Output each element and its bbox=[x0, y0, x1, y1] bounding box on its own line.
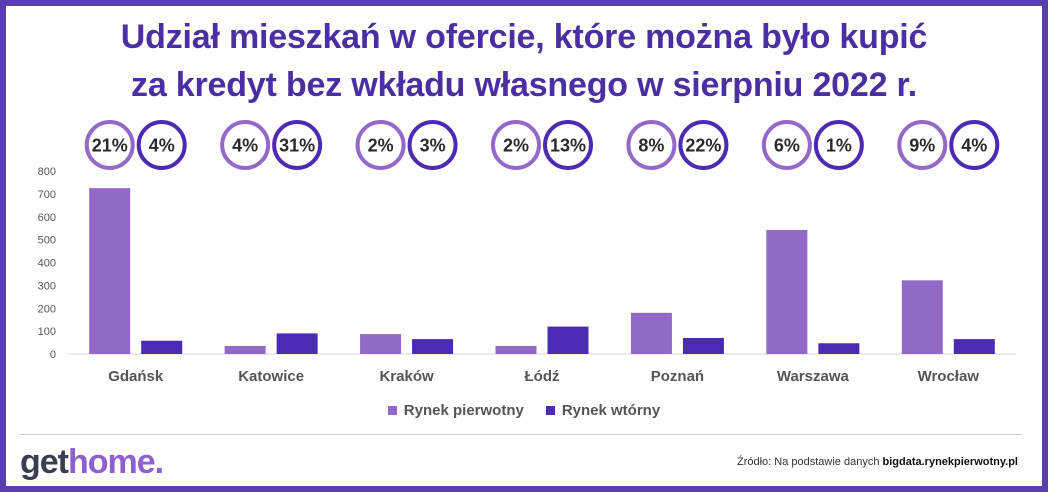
percent-badge-label: 13% bbox=[550, 136, 586, 156]
percent-badge-label: 4% bbox=[149, 136, 175, 156]
percent-badge-circle bbox=[136, 120, 187, 170]
percent-badge-circle bbox=[84, 120, 135, 170]
chart-title-line2: za kredyt bez wkładu własnego w sierpniu… bbox=[131, 66, 917, 104]
y-tick-label: 300 bbox=[38, 280, 56, 292]
logo-part-home: home. bbox=[68, 443, 164, 481]
bar-secondary bbox=[547, 326, 589, 354]
legend-label-secondary: Rynek wtórny bbox=[561, 402, 661, 419]
percent-badge-label: 21% bbox=[92, 136, 128, 156]
footer-divider bbox=[20, 434, 1022, 435]
bar-secondary bbox=[412, 339, 454, 354]
logo-part-get: get bbox=[20, 443, 69, 481]
bar-secondary bbox=[818, 343, 860, 354]
percent-badge-circle bbox=[813, 120, 864, 170]
percent-badge-label: 2% bbox=[503, 136, 529, 156]
source-note: Źródło: Na podstawie danych bigdata.ryne… bbox=[737, 456, 1018, 468]
percent-badge-circle bbox=[897, 120, 948, 170]
bar-secondary bbox=[276, 333, 318, 354]
x-category-label: Łódź bbox=[525, 368, 560, 385]
bar-primary bbox=[224, 345, 266, 354]
x-category-label: Warszawa bbox=[777, 368, 850, 385]
x-category-label: Kraków bbox=[379, 368, 434, 385]
y-tick-label: 200 bbox=[38, 303, 56, 315]
percent-badge-circle bbox=[272, 120, 323, 170]
bar-primary bbox=[495, 345, 537, 354]
percent-badge-circle bbox=[761, 120, 812, 170]
percent-badge-label: 31% bbox=[279, 136, 315, 156]
legend-swatch-secondary bbox=[545, 406, 555, 415]
bar-secondary bbox=[141, 340, 183, 354]
bar-primary bbox=[901, 280, 943, 354]
y-tick-label: 600 bbox=[38, 212, 56, 224]
bar-secondary bbox=[682, 337, 724, 354]
percent-badge-label: 4% bbox=[232, 136, 258, 156]
source-prefix: Źródło: Na podstawie danych bbox=[736, 456, 883, 468]
percent-badge-label: 22% bbox=[685, 136, 721, 156]
bar-primary bbox=[360, 334, 402, 354]
legend-item-secondary: Rynek wtórny bbox=[545, 402, 661, 419]
percent-badge-circle bbox=[491, 120, 541, 170]
infographic-card: Udział mieszkań w ofercie, które można b… bbox=[6, 6, 1042, 486]
x-category-label: Katowice bbox=[238, 368, 304, 385]
percent-badge-label: 6% bbox=[774, 136, 800, 156]
x-category-label: Gdańsk bbox=[108, 368, 164, 385]
percent-badge-circle bbox=[407, 120, 458, 170]
chart-title-line1: Udział mieszkań w ofercie, które można b… bbox=[120, 18, 928, 56]
percent-badge-label: 1% bbox=[826, 136, 852, 156]
chart-legend: Rynek pierwotny Rynek wtórny bbox=[6, 402, 1042, 419]
percent-badge-circle bbox=[678, 120, 729, 170]
percent-badge-circle bbox=[543, 120, 593, 170]
percent-badge-circle bbox=[626, 120, 677, 170]
bar-secondary bbox=[953, 339, 995, 354]
y-tick-label: 0 bbox=[50, 349, 56, 361]
x-category-label: Wrocław bbox=[918, 368, 980, 385]
percent-badge-label: 8% bbox=[638, 136, 664, 156]
y-tick-label: 100 bbox=[38, 326, 56, 338]
x-category-label: Poznań bbox=[651, 368, 704, 385]
legend-swatch-primary bbox=[387, 406, 397, 415]
y-tick-label: 500 bbox=[38, 235, 56, 247]
gethome-logo: gethome. bbox=[20, 443, 164, 482]
percent-badge-circle bbox=[220, 120, 271, 170]
bar-primary bbox=[630, 312, 672, 354]
bar-chart: 0 100 200 300 400 500 600 700 800 21% 4% Gdańsk 4% 31… bbox=[38, 120, 1016, 385]
percent-badge-label: 2% bbox=[368, 136, 394, 156]
legend-label-primary: Rynek pierwotny bbox=[403, 402, 524, 419]
percent-badge-circle bbox=[949, 120, 1000, 170]
percent-badge-label: 4% bbox=[961, 136, 987, 156]
percent-badge-label: 9% bbox=[909, 136, 935, 156]
legend-item-primary: Rynek pierwotny bbox=[387, 402, 524, 419]
bar-primary bbox=[766, 230, 808, 354]
y-tick-label: 700 bbox=[38, 189, 56, 201]
percent-badge-circle bbox=[355, 120, 406, 170]
y-tick-label: 800 bbox=[38, 166, 56, 178]
bar-primary bbox=[89, 188, 131, 354]
y-tick-label: 400 bbox=[38, 258, 56, 270]
percent-badge-label: 3% bbox=[420, 136, 446, 156]
source-site: bigdata.rynekpierwotny.pl bbox=[882, 456, 1019, 468]
